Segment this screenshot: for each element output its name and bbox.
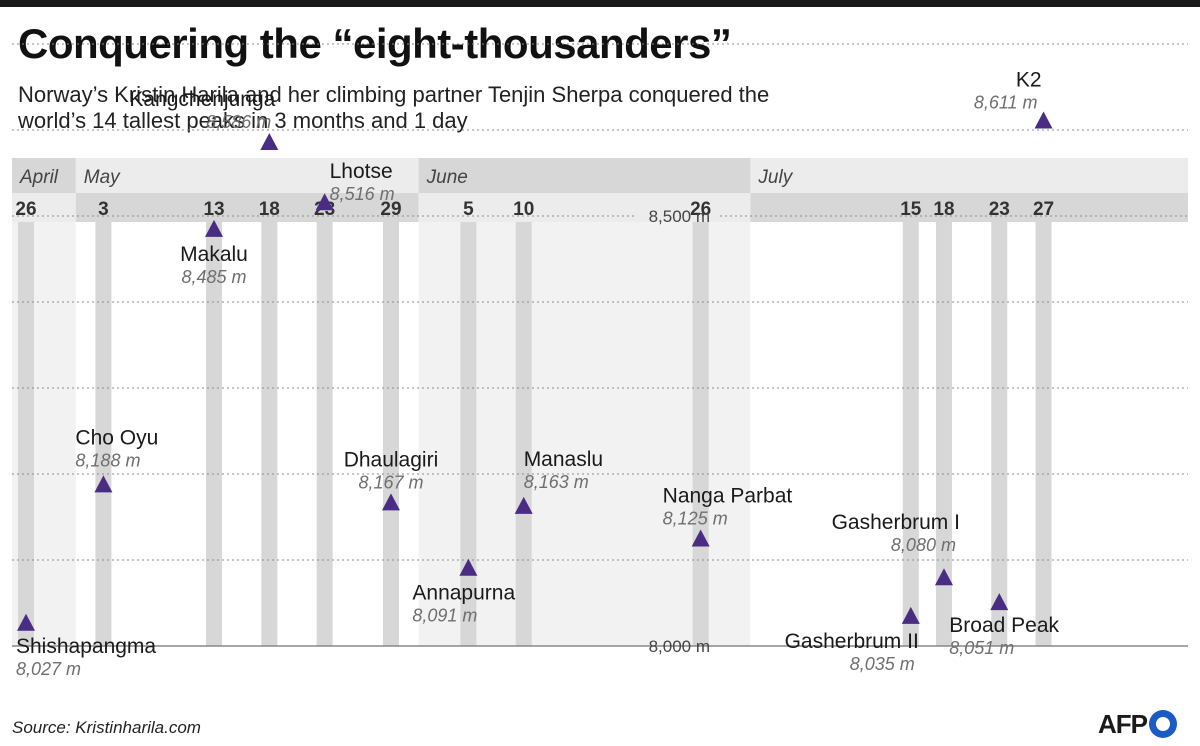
- peak-name-label: Dhaulagiri: [344, 448, 439, 471]
- month-label: April: [19, 167, 59, 188]
- day-tick-label: 18: [259, 199, 280, 220]
- peak-height-label: 8,485 m: [181, 267, 246, 287]
- day-strip-july: [750, 193, 1188, 222]
- day-tick-label: 5: [463, 199, 474, 220]
- peak-height-label: 8,125 m: [663, 509, 728, 529]
- afp-logo-text: AFP: [1098, 708, 1148, 739]
- month-label: May: [84, 167, 121, 188]
- day-tick-label: 29: [380, 199, 401, 220]
- peak-name-label: Lhotse: [330, 160, 393, 183]
- day-guide-bar: [18, 222, 34, 646]
- day-tick-label: 23: [989, 199, 1010, 220]
- peak-name-label: Gasherbrum II: [785, 630, 919, 653]
- month-header-april: [12, 158, 76, 193]
- peak-marker: [205, 219, 224, 237]
- month-label: July: [757, 167, 793, 188]
- day-tick-label: 18: [933, 199, 954, 220]
- peak-height-label: 8,035 m: [850, 654, 915, 674]
- month-column-july: [750, 222, 1188, 646]
- peak-height-label: 8,516 m: [330, 184, 395, 204]
- month-header-june: [418, 158, 751, 193]
- peak-height-label: 8,188 m: [75, 450, 140, 470]
- day-guide-bar: [515, 222, 532, 646]
- y-tick-label: 8,500 m: [649, 207, 710, 226]
- peak-height-label: 8,091 m: [412, 606, 477, 626]
- day-guide-bar: [460, 222, 477, 646]
- peak-name-label: Manaslu: [524, 448, 603, 471]
- day-tick-label: 13: [203, 199, 224, 220]
- peak-name-label: Annapurna: [412, 582, 515, 605]
- peak-marker: [901, 606, 920, 624]
- day-guide-bar: [316, 222, 333, 646]
- month-header-july: [750, 158, 1188, 193]
- day-tick-label: 10: [513, 199, 534, 220]
- day-guide-bar: [382, 222, 399, 646]
- day-strip-june: [418, 193, 751, 222]
- day-guide-bar: [261, 222, 278, 646]
- peak-marker: [514, 496, 533, 514]
- y-tick-label: 8,000 m: [649, 637, 710, 656]
- month-label: June: [426, 167, 468, 188]
- afp-logo: AFP: [1098, 706, 1177, 742]
- top-rule: [0, 0, 1200, 7]
- day-guide-bar: [692, 222, 709, 646]
- month-header-may: [75, 158, 419, 193]
- day-guide-bar: [95, 222, 112, 646]
- peak-name-label: Makalu: [180, 243, 248, 266]
- peak-name-label: K2: [1016, 69, 1042, 92]
- peak-marker: [260, 133, 279, 151]
- day-guide-bar: [902, 222, 919, 646]
- peak-height-label: 8,080 m: [891, 535, 956, 555]
- peak-name-label: Broad Peak: [949, 614, 1059, 637]
- day-guide-bar: [991, 222, 1008, 646]
- day-guide-bar: [206, 222, 223, 646]
- day-tick-label: 3: [98, 199, 109, 220]
- peak-name-label: Nanga Parbat: [663, 485, 793, 508]
- peak-height-label: 8,586 m: [206, 112, 271, 132]
- peak-name-label: Shishapangma: [16, 635, 156, 658]
- day-tick-label: 15: [900, 199, 922, 220]
- peak-marker: [459, 558, 478, 576]
- peak-marker: [17, 613, 35, 631]
- peak-marker: [315, 193, 334, 211]
- day-tick-label: 26: [690, 199, 711, 220]
- source-note: Source: Kristinharila.com: [12, 718, 201, 737]
- day-tick-label: 27: [1033, 199, 1054, 220]
- peak-marker: [381, 493, 400, 511]
- day-strip-may: [75, 193, 419, 222]
- afp-logo-disc-icon: [1149, 710, 1177, 738]
- peak-marker: [94, 475, 113, 493]
- peak-height-label: 8,051 m: [949, 638, 1014, 658]
- day-guide-bar: [1035, 222, 1052, 646]
- month-column-may: [75, 222, 419, 646]
- peak-marker: [990, 593, 1009, 611]
- peak-marker: [1034, 111, 1053, 129]
- day-guide-bar: [935, 222, 952, 646]
- day-strip-april: [12, 193, 76, 222]
- peak-name-label: Kangchenjunga: [129, 88, 275, 111]
- peak-height-label: 8,027 m: [16, 659, 81, 679]
- peak-height-label: 8,167 m: [358, 472, 423, 492]
- peak-marker: [934, 568, 953, 586]
- peak-name-label: Cho Oyu: [75, 426, 158, 449]
- peak-marker: [691, 529, 710, 547]
- chart-subtitle: Norway’s Kristin Harila and her climbing…: [18, 82, 770, 133]
- peak-height-label: 8,611 m: [974, 93, 1038, 113]
- peak-height-label: 8,163 m: [524, 472, 589, 492]
- day-tick-label: 26: [15, 199, 36, 220]
- peak-name-label: Gasherbrum I: [832, 511, 960, 534]
